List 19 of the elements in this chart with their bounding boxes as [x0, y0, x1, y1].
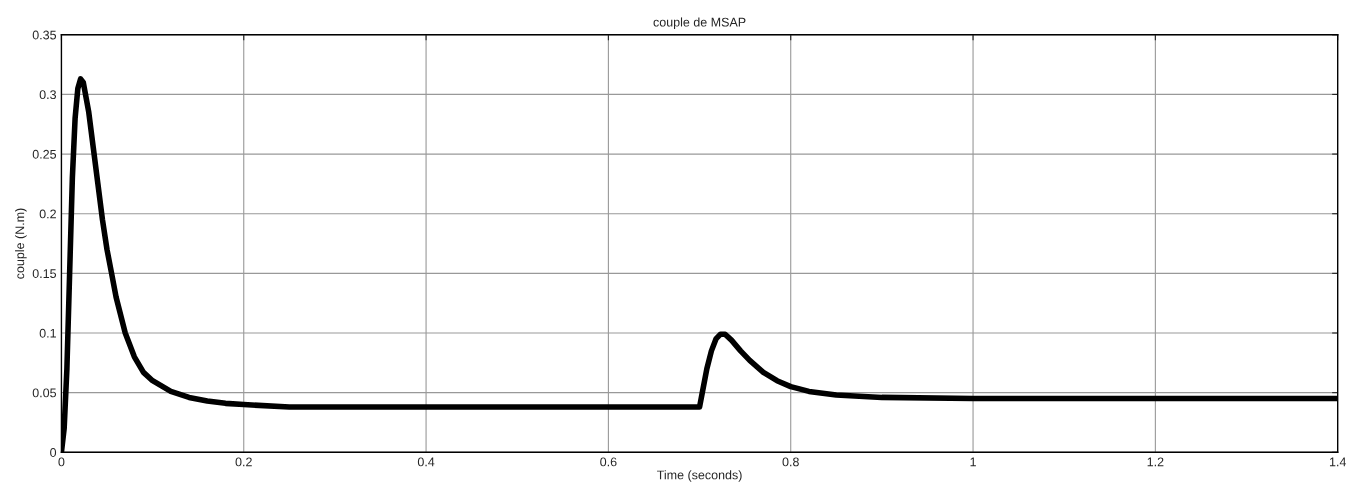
y-tick-label: 0 [50, 448, 57, 457]
y-tick-label: 0.05 [32, 388, 57, 398]
y-tick-label: 0.3 [39, 90, 57, 100]
chart-title: couple de MSAP [653, 17, 746, 30]
x-tick-label: 0.2 [235, 457, 252, 467]
x-tick-label: 0.6 [600, 457, 617, 467]
y-tick-label: 0.25 [32, 149, 57, 159]
x-tick-label: 0.8 [782, 457, 799, 467]
y-tick-label: 0.15 [32, 269, 57, 278]
x-axis-title: Time (seconds) [657, 470, 742, 482]
x-tick-label: 1.2 [1147, 457, 1164, 467]
y-tick-label: 0.35 [32, 30, 57, 40]
x-tick-label: 1 [970, 457, 976, 467]
x-tick-label: 0.4 [417, 457, 435, 467]
y-tick-label: 0.2 [39, 209, 56, 219]
y-tick-label: 0.1 [39, 328, 56, 338]
x-tick-label: 1.4 [1329, 457, 1347, 467]
x-tick-label: 0 [58, 457, 65, 467]
y-axis-title: couple (N.m) [15, 208, 27, 279]
